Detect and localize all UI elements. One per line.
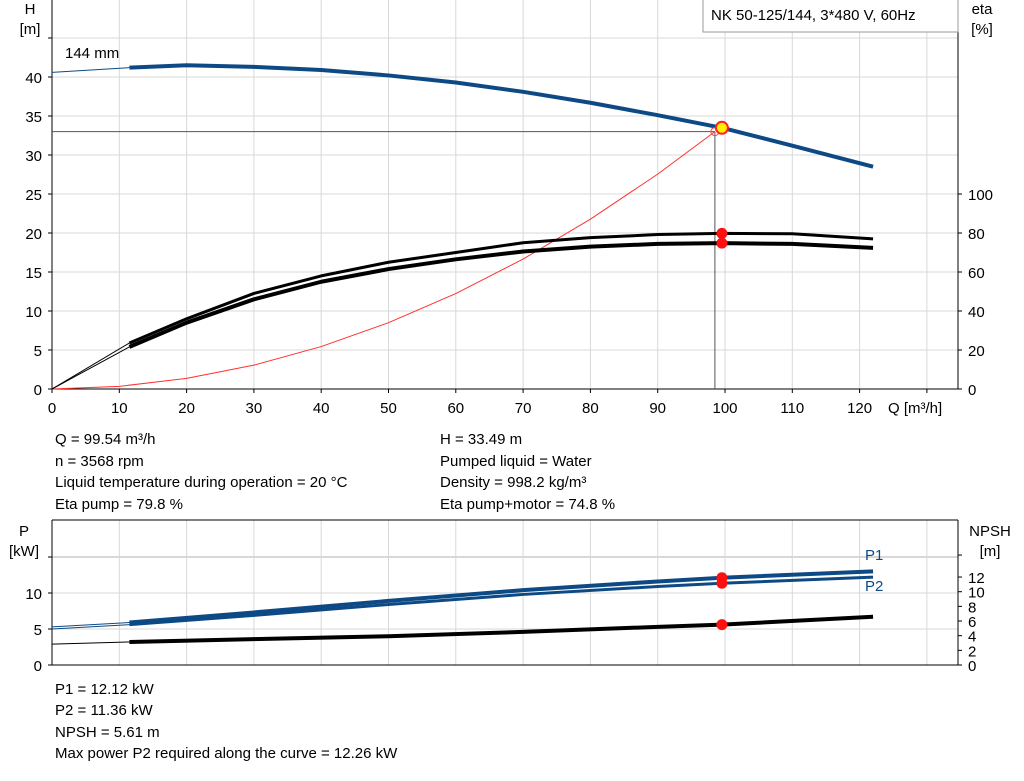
y-tick-label: 25 — [25, 187, 42, 204]
y2-axis-unit: [m] — [980, 543, 1001, 560]
y-tick-label: 35 — [25, 109, 42, 126]
npsh-curve-extension — [51, 641, 130, 645]
y2-axis-label: eta — [972, 1, 994, 18]
info-p1: P1 = 12.12 kW — [55, 681, 154, 698]
duty-point-head — [714, 120, 729, 135]
y-axis-unit: [m] — [20, 21, 41, 38]
y-tick-label: 30 — [25, 148, 42, 165]
info-npsh: NPSH = 5.61 m — [55, 724, 160, 741]
y2-tick-label: 40 — [968, 304, 985, 321]
y-axis-unit: [kW] — [9, 543, 39, 560]
y2-tick-label: 100 — [968, 187, 993, 204]
y-tick-label: 40 — [25, 70, 42, 87]
y-tick-label: 10 — [25, 304, 42, 321]
x-tick-label: 40 — [313, 400, 330, 417]
system-curve — [51, 131, 716, 390]
x-tick-label: 110 — [780, 400, 804, 417]
x-tick-label: 120 — [847, 400, 872, 417]
x-tick-label: 80 — [582, 400, 599, 417]
y2-tick-label: 0 — [968, 382, 976, 399]
head-curve — [129, 63, 874, 169]
x-tick-label: 100 — [712, 400, 737, 417]
y2-tick-label: 6 — [968, 614, 976, 631]
y2-tick-label: 12 — [968, 570, 985, 587]
eta-pump-motor-curve — [128, 241, 874, 349]
y2-tick-label: 80 — [968, 226, 985, 243]
y2-tick-label: 0 — [968, 658, 976, 675]
info-density: Density = 998.2 kg/m³ — [440, 474, 587, 491]
info-h: H = 33.49 m — [440, 431, 523, 448]
duty-point-eta-pump-motor — [716, 237, 728, 249]
x-tick-label: 50 — [380, 400, 397, 417]
eta-pump-curve — [128, 231, 874, 345]
p1-curve-extension — [51, 622, 130, 628]
p2-curve-extension — [51, 624, 130, 630]
x-tick-label: 20 — [178, 400, 195, 417]
x-tick-label: 60 — [447, 400, 464, 417]
info-max-power: Max power P2 required along the curve = … — [55, 745, 398, 762]
duty-point-npsh — [716, 619, 728, 631]
eta-pump-motor-curve-extension — [51, 346, 130, 390]
x-tick-label: 0 — [48, 400, 56, 417]
y2-tick-label: 10 — [968, 585, 985, 602]
y-tick-label: 0 — [34, 658, 42, 675]
x-tick-label: 70 — [515, 400, 532, 417]
y-axis-label: P — [19, 523, 29, 540]
duty-point-p2 — [716, 577, 728, 589]
y2-tick-label: 60 — [968, 265, 985, 282]
info-p2: P2 = 11.36 kW — [55, 702, 153, 719]
y-tick-label: 15 — [25, 265, 42, 282]
info-eta-pump-motor: Eta pump+motor = 74.8 % — [440, 496, 616, 513]
eta-pump-curve-extension — [51, 342, 130, 390]
y2-tick-label: 4 — [968, 629, 976, 646]
y-tick-label: 5 — [34, 622, 42, 639]
y-tick-label: 10 — [25, 586, 42, 603]
x-tick-label: 10 — [111, 400, 128, 417]
y-axis-label: H — [25, 1, 36, 18]
y2-tick-label: 20 — [968, 343, 985, 360]
p2-label: P2 — [865, 578, 883, 595]
y-tick-label: 0 — [34, 382, 42, 399]
head-curve-extension — [51, 67, 130, 73]
title-box — [702, 0, 959, 33]
duty-point-eta-pump — [716, 227, 728, 239]
y2-tick-label: 8 — [968, 599, 976, 616]
info-liquid: Pumped liquid = Water — [440, 453, 592, 470]
info-eta-pump: Eta pump = 79.8 % — [55, 496, 183, 513]
info-q: Q = 99.54 m³/h — [55, 431, 156, 448]
x-tick-label: 90 — [649, 400, 666, 417]
x-tick-label: 30 — [246, 400, 263, 417]
y2-tick-label: 2 — [968, 643, 976, 660]
info-speed: n = 3568 rpm — [55, 453, 144, 470]
y-tick-label: 20 — [25, 226, 42, 243]
p2-curve — [129, 575, 874, 627]
y-tick-label: 5 — [34, 343, 42, 360]
curve-label-144mm: 144 mm — [65, 45, 119, 62]
p1-label: P1 — [865, 547, 883, 564]
title-box-text: NK 50-125/144, 3*480 V, 60Hz — [711, 7, 916, 24]
info-temperature: Liquid temperature during operation = 20… — [55, 474, 348, 491]
x-axis-label: Q [m³/h] — [888, 400, 942, 417]
y2-axis-unit: [%] — [971, 21, 993, 38]
y2-axis-label: NPSH — [969, 523, 1011, 540]
